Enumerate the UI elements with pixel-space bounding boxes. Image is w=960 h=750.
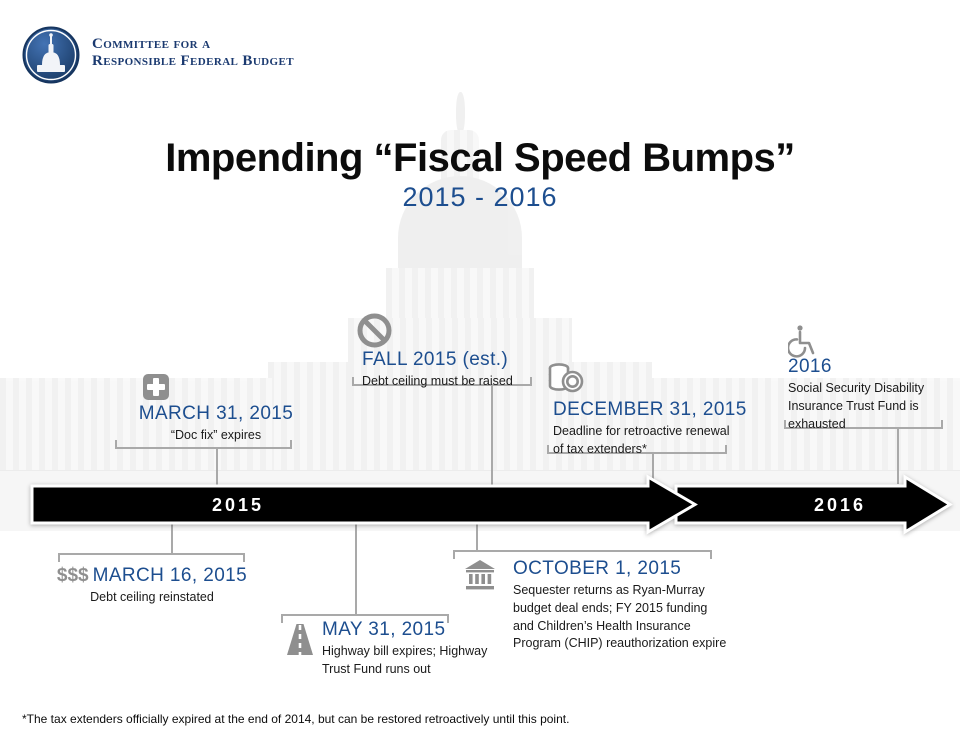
bracket-may31: [281, 614, 449, 623]
connector-mar16: [171, 523, 173, 554]
event-doc-fix: MARCH 31, 2015 “Doc fix” expires: [110, 403, 322, 445]
event-description: Highway bill expires; Highway Trust Fund…: [322, 644, 488, 676]
org-name-line1: Committee for a: [92, 36, 211, 52]
bank-icon: [463, 560, 497, 596]
footnote: *The tax extenders officially expired at…: [22, 712, 570, 726]
bracket-oct1: [453, 550, 712, 559]
page-subtitle: 2015 - 2016: [402, 182, 558, 212]
timeline-2015-arrow: [30, 474, 698, 535]
event-date: DECEMBER 31, 2015: [553, 399, 747, 420]
event-description: Deadline for retroactive renewal of tax …: [553, 424, 730, 456]
event-debt-ceiling-raised: FALL 2015 (est.) Debt ceiling must be ra…: [362, 349, 577, 391]
event-description: Sequester returns as Ryan-Murray budget …: [513, 583, 727, 651]
event-date: 2016: [788, 356, 832, 377]
event-date: OCTOBER 1, 2015: [513, 558, 682, 579]
event-date: MAY 31, 2015: [322, 619, 446, 640]
dollar-signs-icon: $$$: [56, 565, 89, 586]
connector-oct1: [476, 523, 478, 552]
wheelchair-icon: [786, 324, 818, 365]
org-name: Committee for a Responsible Federal Budg…: [92, 36, 294, 69]
medical-cross-icon: [143, 374, 169, 400]
page-title: Impending “Fiscal Speed Bumps”: [165, 136, 795, 180]
crfb-logo-icon: [22, 26, 80, 89]
event-debt-ceiling-reinstated: $$$ MARCH 16, 2015 Debt ceiling reinstate…: [52, 565, 252, 607]
timeline-label-2015: 2015: [211, 495, 265, 515]
timeline-label-2016: 2016: [813, 495, 867, 515]
event-description: Debt ceiling reinstated: [90, 590, 214, 604]
connector-may31: [355, 523, 357, 616]
event-sequester-returns: OCTOBER 1, 2015 Sequester returns as Rya…: [513, 558, 731, 653]
event-description: “Doc fix” expires: [170, 428, 262, 442]
bracket-mar16: [58, 553, 245, 562]
event-description: Social Security Disability Insurance Tru…: [788, 381, 925, 431]
highway-icon: [283, 624, 317, 660]
prohibition-icon: [356, 312, 393, 354]
event-date: MARCH 31, 2015: [138, 403, 294, 424]
event-date: FALL 2015 (est.): [362, 349, 509, 370]
event-description: Debt ceiling must be raised: [362, 374, 513, 388]
event-tax-extenders: DECEMBER 31, 2015 Deadline for retroacti…: [553, 399, 747, 459]
event-date: MARCH 16, 2015: [92, 565, 248, 586]
event-highway-bill: MAY 31, 2015 Highway bill expires; Highw…: [322, 619, 507, 679]
org-name-line2: Responsible Federal Budget: [92, 52, 294, 69]
event-ssdi-exhausted: 2016 Social Security Disability Insuranc…: [788, 356, 948, 433]
